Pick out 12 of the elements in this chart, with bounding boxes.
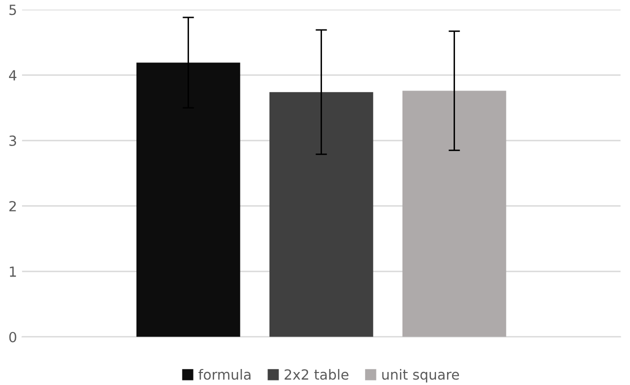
y-tick-label: 1 [10,266,16,277]
y-tick-label: 0 [9,332,16,342]
bar [136,62,240,337]
y-tick-label: 5 [9,4,16,16]
bar [402,90,506,337]
y-tick-label: 3 [9,135,16,146]
bar [269,92,374,337]
legend-label: unit square [382,369,459,382]
legend-label: formula [198,369,250,380]
legend-label: 2x2 table [284,369,348,380]
y-tick-label: 2 [9,200,16,212]
y-tick-label: 4 [9,70,16,80]
